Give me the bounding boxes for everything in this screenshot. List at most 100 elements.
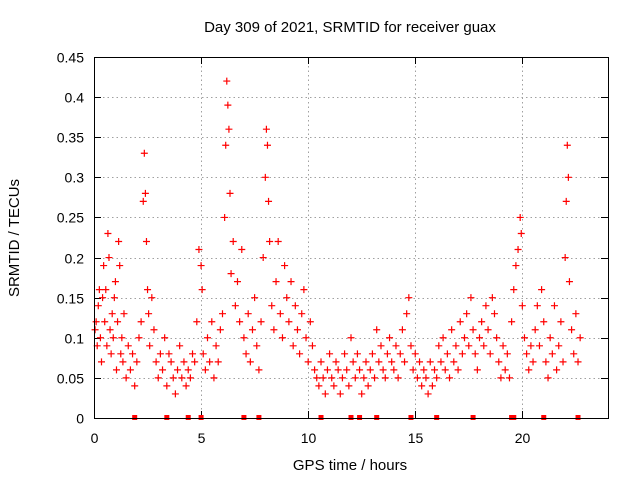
data-point — [538, 286, 546, 294]
data-point — [398, 326, 406, 334]
data-point — [407, 342, 415, 350]
data-point — [272, 278, 280, 286]
data-point — [107, 350, 115, 358]
data-point — [257, 318, 265, 326]
data-point — [332, 358, 340, 366]
data-point — [119, 358, 127, 366]
data-point — [201, 366, 209, 374]
data-point — [226, 189, 234, 197]
data-point — [548, 350, 556, 358]
data-point — [126, 366, 134, 374]
data-point — [142, 238, 150, 246]
data-point — [195, 246, 203, 254]
data-point — [467, 294, 475, 302]
data-point — [106, 326, 114, 334]
data-point — [448, 326, 456, 334]
data-point — [553, 366, 561, 374]
data-point — [542, 358, 550, 366]
zero-marker — [132, 415, 138, 420]
data-point — [313, 374, 321, 382]
data-point — [227, 270, 235, 278]
zero-marker — [241, 415, 247, 420]
data-point — [512, 262, 520, 270]
data-point — [368, 350, 376, 358]
y-tick-label: 0.3 — [65, 170, 85, 186]
data-point — [388, 358, 396, 366]
data-point — [349, 358, 357, 366]
data-point — [480, 342, 488, 350]
data-point — [416, 358, 424, 366]
data-point — [336, 390, 344, 398]
y-tick-label: 0 — [76, 411, 84, 427]
data-point — [563, 141, 571, 149]
zero-marker — [357, 415, 363, 420]
data-point — [413, 374, 421, 382]
data-point — [296, 350, 304, 358]
data-point — [133, 358, 141, 366]
data-point — [94, 302, 102, 310]
data-point — [561, 254, 569, 262]
data-point — [114, 318, 122, 326]
data-point — [261, 173, 269, 181]
data-point — [216, 326, 224, 334]
data-point — [154, 374, 162, 382]
x-tick-label: 20 — [515, 430, 531, 446]
y-tick-label: 0.2 — [65, 251, 85, 267]
zero-markers — [132, 415, 581, 420]
data-point — [431, 366, 439, 374]
data-point — [401, 358, 409, 366]
data-point — [122, 374, 130, 382]
data-point — [540, 318, 548, 326]
data-point — [396, 350, 404, 358]
data-point — [323, 366, 331, 374]
data-point — [564, 173, 572, 181]
y-tick-label: 0.15 — [57, 291, 84, 307]
data-point — [311, 366, 319, 374]
data-point — [555, 342, 563, 350]
data-point — [520, 334, 528, 342]
data-point — [403, 310, 411, 318]
data-point — [508, 318, 516, 326]
data-point — [572, 310, 580, 318]
data-point — [182, 382, 190, 390]
data-point — [198, 286, 206, 294]
data-point — [420, 366, 428, 374]
data-point — [229, 238, 237, 246]
data-point — [246, 358, 254, 366]
data-point — [222, 141, 230, 149]
data-point — [171, 390, 179, 398]
data-point — [454, 366, 462, 374]
data-point — [471, 350, 479, 358]
y-tick-label: 0.45 — [57, 50, 84, 66]
data-point — [152, 358, 160, 366]
data-point — [568, 326, 576, 334]
data-point — [503, 350, 511, 358]
zero-marker — [164, 415, 170, 420]
data-point — [110, 294, 118, 302]
data-point — [135, 334, 143, 342]
data-point — [298, 310, 306, 318]
data-point — [371, 374, 379, 382]
data-point — [104, 229, 112, 237]
data-point — [364, 382, 372, 390]
data-point — [533, 302, 541, 310]
data-point — [308, 342, 316, 350]
data-point — [565, 278, 573, 286]
data-point — [559, 358, 567, 366]
data-point — [131, 382, 139, 390]
data-point — [443, 350, 451, 358]
data-point — [129, 350, 137, 358]
data-point — [317, 358, 325, 366]
y-tick-label: 0.35 — [57, 130, 84, 146]
data-point — [262, 125, 270, 133]
data-point — [546, 334, 554, 342]
data-point — [493, 334, 501, 342]
data-point — [576, 334, 584, 342]
data-point — [510, 286, 518, 294]
data-point — [516, 213, 524, 221]
data-point — [189, 350, 197, 358]
data-point — [486, 350, 494, 358]
data-point — [263, 141, 271, 149]
data-point — [244, 310, 252, 318]
data-point — [221, 213, 229, 221]
